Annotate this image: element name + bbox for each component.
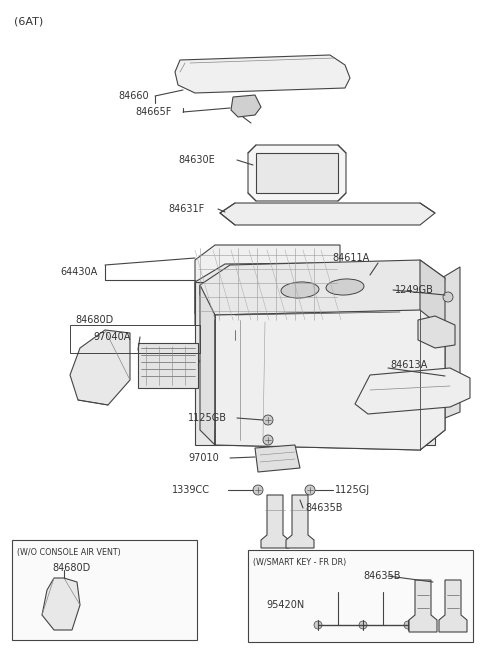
Circle shape xyxy=(305,485,315,495)
Text: 95420N: 95420N xyxy=(266,600,304,610)
Bar xyxy=(12,540,197,640)
Polygon shape xyxy=(439,580,467,632)
Polygon shape xyxy=(256,153,338,193)
Circle shape xyxy=(253,485,263,495)
Polygon shape xyxy=(195,282,435,445)
Polygon shape xyxy=(42,578,80,630)
Circle shape xyxy=(359,621,367,629)
Polygon shape xyxy=(255,445,300,472)
Text: 1125GJ: 1125GJ xyxy=(335,485,370,495)
Text: 84630E: 84630E xyxy=(178,155,215,165)
Text: 84680D: 84680D xyxy=(75,315,113,325)
Circle shape xyxy=(263,415,273,425)
Circle shape xyxy=(443,292,453,302)
Ellipse shape xyxy=(281,282,319,298)
Text: 84613A: 84613A xyxy=(390,360,427,370)
Bar xyxy=(138,343,198,388)
Polygon shape xyxy=(420,260,445,450)
Polygon shape xyxy=(261,495,289,548)
Circle shape xyxy=(404,621,412,629)
Text: 1125GB: 1125GB xyxy=(188,413,227,423)
Text: 84680D: 84680D xyxy=(52,563,90,573)
Polygon shape xyxy=(215,430,445,450)
Text: 84611A: 84611A xyxy=(332,253,369,263)
Text: 84631F: 84631F xyxy=(168,204,204,214)
Polygon shape xyxy=(286,495,314,548)
Polygon shape xyxy=(195,262,435,317)
Polygon shape xyxy=(70,330,130,405)
Text: 84665F: 84665F xyxy=(135,107,171,117)
Bar xyxy=(70,325,200,353)
Polygon shape xyxy=(175,55,350,93)
Circle shape xyxy=(263,435,273,445)
Polygon shape xyxy=(231,95,261,117)
Text: (W/SMART KEY - FR DR): (W/SMART KEY - FR DR) xyxy=(253,557,346,566)
Polygon shape xyxy=(248,145,346,201)
Polygon shape xyxy=(409,580,437,632)
Text: 84660: 84660 xyxy=(118,91,149,101)
Text: 97040A: 97040A xyxy=(93,332,131,342)
Text: (6AT): (6AT) xyxy=(14,17,43,27)
Text: 97010: 97010 xyxy=(188,453,219,463)
Polygon shape xyxy=(200,285,215,445)
Polygon shape xyxy=(418,316,455,348)
Text: (W/O CONSOLE AIR VENT): (W/O CONSOLE AIR VENT) xyxy=(17,547,121,557)
Text: 84635B: 84635B xyxy=(305,503,343,513)
Bar xyxy=(248,550,473,642)
Polygon shape xyxy=(355,368,470,414)
Ellipse shape xyxy=(326,279,364,295)
Text: 1339CC: 1339CC xyxy=(172,485,210,495)
Polygon shape xyxy=(435,267,460,422)
Text: 84635B: 84635B xyxy=(363,571,400,581)
Polygon shape xyxy=(200,260,445,315)
Polygon shape xyxy=(215,310,445,450)
Text: 1249GB: 1249GB xyxy=(395,285,434,295)
Circle shape xyxy=(314,621,322,629)
Polygon shape xyxy=(220,203,435,225)
Text: 64430A: 64430A xyxy=(60,267,97,277)
Polygon shape xyxy=(195,245,340,325)
